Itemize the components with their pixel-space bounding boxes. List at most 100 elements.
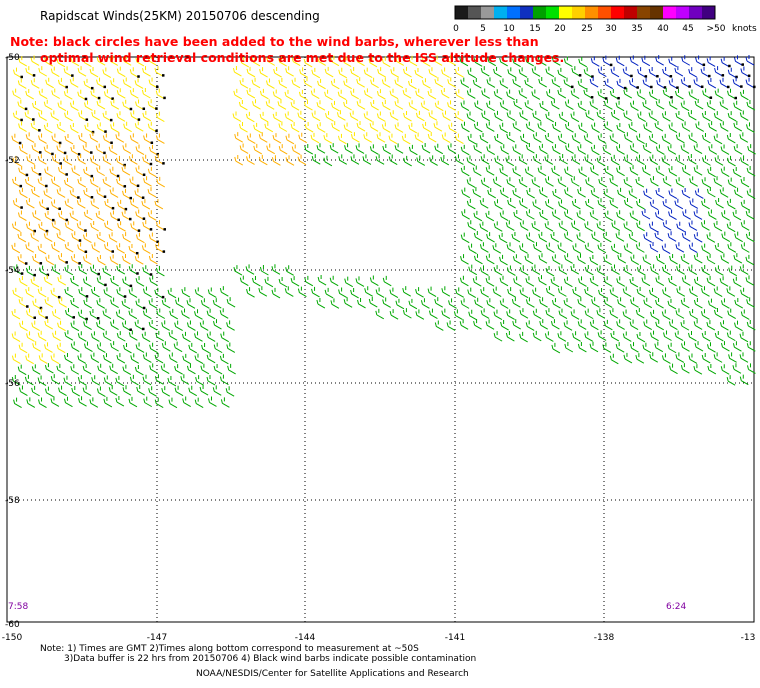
wind-barb	[583, 88, 593, 99]
wind-barb	[637, 67, 646, 78]
wind-barb	[732, 341, 742, 352]
contamination-marker	[84, 250, 88, 254]
wind-barb	[740, 309, 750, 320]
wind-barb	[700, 309, 710, 320]
wind-barb	[429, 155, 438, 166]
wind-barb	[375, 308, 385, 320]
wind-barb	[584, 242, 594, 254]
wind-barb	[466, 111, 476, 122]
wind-barb	[603, 319, 613, 331]
plot-area	[6, 55, 756, 623]
wind-barb	[466, 198, 476, 210]
wind-barb	[720, 364, 730, 375]
wind-barb	[12, 176, 21, 188]
contamination-marker	[25, 173, 29, 177]
wind-barb	[329, 143, 339, 154]
wind-barb	[500, 144, 510, 155]
wind-barb	[25, 221, 35, 233]
wind-barb	[655, 55, 664, 66]
wind-barb	[30, 78, 40, 89]
contamination-marker	[116, 174, 120, 178]
wind-barb	[130, 110, 139, 121]
wind-barb	[355, 143, 365, 154]
contamination-marker	[129, 328, 132, 331]
wind-barb	[122, 188, 131, 200]
wind-barb	[441, 308, 451, 320]
wind-barb	[520, 133, 529, 145]
wind-barb	[668, 275, 677, 287]
wind-barb	[271, 287, 281, 299]
wind-barb	[102, 353, 112, 364]
wind-barb	[572, 243, 582, 254]
wind-barb	[362, 154, 372, 165]
wind-barb	[96, 122, 106, 133]
wind-barb	[83, 341, 93, 353]
wind-barb	[584, 264, 594, 276]
wind-barb	[324, 89, 333, 101]
wind-barb	[356, 55, 365, 67]
wind-barb	[512, 166, 522, 177]
contamination-marker	[24, 262, 28, 265]
wind-barb	[467, 287, 476, 298]
wind-barb	[745, 231, 755, 243]
wind-barb	[669, 363, 678, 375]
wind-barb	[611, 220, 621, 232]
wind-barb	[610, 154, 620, 166]
contamination-marker	[663, 86, 667, 89]
wind-barb	[623, 154, 633, 166]
wind-barb	[485, 253, 495, 265]
wind-barb	[64, 198, 74, 210]
wind-barb	[493, 110, 503, 122]
wind-barb	[123, 121, 132, 133]
wind-barb	[291, 55, 301, 66]
wind-barb	[487, 187, 496, 199]
wind-barb	[676, 286, 686, 297]
wind-barb	[51, 176, 60, 188]
wind-barb	[545, 286, 555, 297]
wind-barb	[25, 242, 34, 253]
wind-barb	[525, 297, 535, 308]
wind-barb	[693, 364, 703, 375]
wind-barb	[64, 110, 73, 122]
wind-barb	[142, 154, 151, 166]
wind-barb	[571, 198, 581, 210]
wind-barb	[434, 297, 444, 308]
contamination-marker	[149, 162, 153, 166]
wind-barb	[311, 67, 321, 79]
wind-barb	[571, 220, 580, 232]
wind-barb	[186, 298, 196, 309]
wind-barb	[473, 231, 483, 242]
wind-barb	[323, 133, 333, 144]
wind-barb	[447, 77, 456, 88]
wind-barb	[564, 99, 574, 110]
wind-barb	[642, 342, 652, 354]
legend-swatch	[559, 6, 572, 19]
lon-label-138: -138	[594, 633, 615, 643]
wind-barb	[544, 133, 554, 144]
wind-barb	[577, 78, 587, 90]
wind-barb	[102, 176, 112, 188]
wind-barb	[700, 66, 710, 78]
wind-barb	[459, 275, 469, 287]
wind-barb	[207, 396, 217, 407]
contamination-marker	[103, 151, 106, 155]
wind-barb	[122, 77, 132, 88]
wind-barb	[662, 67, 671, 78]
wind-barb	[720, 253, 730, 264]
legend-label-45: 45	[682, 24, 693, 34]
wind-barb	[128, 154, 138, 165]
wind-barb	[265, 99, 275, 110]
lat-label-58: -58	[5, 496, 20, 506]
wind-barb	[649, 242, 659, 253]
wind-barb	[557, 133, 567, 145]
wind-barb	[11, 375, 21, 386]
wind-barb	[454, 67, 464, 78]
wind-barb	[370, 100, 379, 111]
contamination-marker	[111, 97, 114, 100]
wind-barb	[142, 352, 152, 363]
wind-barb	[427, 286, 437, 298]
contamination-marker	[136, 184, 140, 188]
wind-barb	[84, 122, 94, 134]
wind-barb	[109, 187, 119, 198]
wind-barb	[44, 342, 53, 353]
